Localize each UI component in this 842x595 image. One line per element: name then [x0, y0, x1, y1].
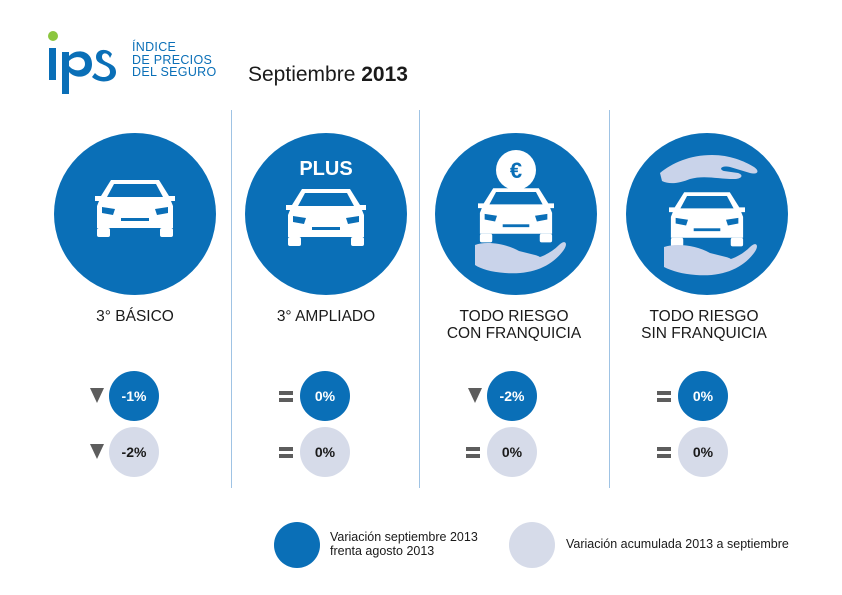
- category-label-line: 3° BÁSICO: [96, 308, 174, 325]
- car-plus-icon: PLUS: [286, 158, 366, 246]
- monthly-variation-badge: -2%: [487, 371, 537, 421]
- category-disc-ampliado: PLUS: [245, 133, 407, 295]
- top-hand-icon: [660, 155, 758, 184]
- logo-subtitle-line: ÍNDICE: [132, 40, 177, 54]
- legend-accumulated-text: Variación acumulada 2013 a septiembre: [566, 537, 789, 551]
- monthly-variation-badge: 0%: [300, 371, 350, 421]
- accumulated-variation-badge: 0%: [300, 427, 350, 477]
- euro-icon-text: €: [510, 158, 522, 183]
- ips-logo: [48, 31, 116, 94]
- down-triangle-icon: [90, 388, 104, 403]
- logo-letter-i: [49, 48, 56, 80]
- hand-icon: [475, 242, 566, 274]
- accumulated-variation-badge: -2%: [109, 427, 159, 477]
- page-title: Septiembre 2013: [248, 63, 408, 87]
- car-euro-hand-icon: €: [475, 150, 566, 274]
- legend-monthly-swatch: [274, 522, 320, 568]
- logo-letter-p: [62, 51, 92, 94]
- title-month: Septiembre: [248, 63, 356, 86]
- category-label-basico: 3° BÁSICO: [40, 308, 230, 325]
- equal-sign-icon: [279, 447, 293, 458]
- category-disc-sin-franquicia: [626, 133, 788, 295]
- monthly-variation-badge: -1%: [109, 371, 159, 421]
- category-label-line: CON FRANQUICIA: [446, 325, 582, 342]
- category-label-line: SIN FRANQUICIA: [641, 325, 767, 342]
- logo-green-dot: [48, 31, 58, 41]
- accumulated-variation-badge: 0%: [678, 427, 728, 477]
- legend-monthly-line: frenta agosto 2013: [330, 544, 435, 558]
- legend-accumulated-swatch: [509, 522, 555, 568]
- monthly-variation-badge: 0%: [678, 371, 728, 421]
- equal-sign-icon: [466, 447, 480, 458]
- column-divider: [419, 110, 420, 488]
- equal-sign-icon: [657, 391, 671, 402]
- car-hands-icon: [660, 155, 758, 276]
- equal-sign-icon: [657, 447, 671, 458]
- car-icon: [95, 180, 175, 237]
- category-label-con-franquicia: TODO RIESGO CON FRANQUICIA: [419, 308, 609, 342]
- category-disc-con-franquicia: €: [435, 133, 597, 295]
- title-year: 2013: [361, 63, 408, 86]
- logo-subtitle-line: DE PRECIOS: [132, 52, 213, 67]
- category-label-ampliado: 3° AMPLIADO: [231, 308, 421, 325]
- legend-monthly-text: Variación septiembre 2013 frenta agosto …: [330, 530, 478, 558]
- category-label-line: TODO RIESGO: [459, 308, 569, 325]
- column-divider: [231, 110, 232, 488]
- category-label-sin-franquicia: TODO RIESGO SIN FRANQUICIA: [609, 308, 799, 342]
- equal-sign-icon: [279, 391, 293, 402]
- plus-icon-text: PLUS: [299, 158, 352, 180]
- legend-monthly-line: Variación septiembre 2013: [330, 530, 478, 544]
- down-triangle-icon: [90, 444, 104, 459]
- logo-subtitle: ÍNDICE DE PRECIOS DEL SEGURO: [132, 41, 217, 79]
- logo-subtitle-line: DEL SEGURO: [132, 65, 217, 79]
- accumulated-variation-badge: 0%: [487, 427, 537, 477]
- column-divider: [609, 110, 610, 488]
- category-disc-basico: [54, 133, 216, 295]
- category-label-line: TODO RIESGO: [649, 308, 759, 325]
- category-label-line: 3° AMPLIADO: [276, 308, 376, 325]
- down-triangle-icon: [468, 388, 482, 403]
- logo-letter-s: [92, 49, 116, 82]
- bottom-hand-icon: [664, 244, 757, 276]
